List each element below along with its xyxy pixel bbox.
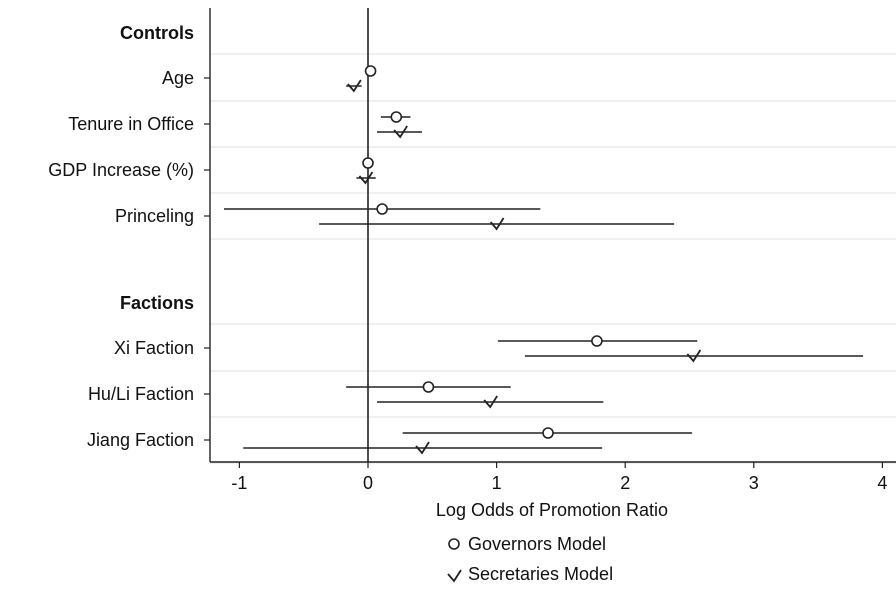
legend-circle-icon bbox=[448, 538, 460, 550]
point-estimate-circle bbox=[364, 65, 377, 77]
x-tick-label: 0 bbox=[363, 473, 373, 493]
point-estimate-check bbox=[415, 441, 430, 455]
x-axis-title: Log Odds of Promotion Ratio bbox=[436, 500, 668, 520]
point-estimate-circle bbox=[390, 111, 403, 123]
x-tick-label: 3 bbox=[749, 473, 759, 493]
x-tick-label: -1 bbox=[231, 473, 247, 493]
data-marks bbox=[223, 65, 864, 455]
row-label: Xi Faction bbox=[114, 338, 194, 358]
x-tick-label: 4 bbox=[877, 473, 887, 493]
point-estimate-check bbox=[393, 125, 408, 139]
group-label: Controls bbox=[120, 23, 194, 43]
point-estimate-check bbox=[358, 171, 374, 185]
x-tick-label: 2 bbox=[620, 473, 630, 493]
row-labels: Controls Age Tenure in Office GDP Increase … bbox=[48, 23, 194, 450]
legend-check-icon bbox=[447, 569, 462, 583]
row-label: Hu/Li Faction bbox=[88, 384, 194, 404]
row-label: Tenure in Office bbox=[68, 114, 194, 134]
point-estimate-circle bbox=[376, 203, 388, 215]
legend: Governors Model Secretaries Model bbox=[447, 534, 613, 584]
point-estimate-circle bbox=[542, 427, 554, 439]
row-label: Age bbox=[162, 68, 194, 88]
point-estimate-circle bbox=[422, 381, 435, 393]
legend-entry: Governors Model bbox=[468, 534, 606, 554]
point-estimate-circle bbox=[591, 335, 603, 347]
point-estimate-check bbox=[483, 395, 498, 409]
point-estimate-check bbox=[686, 349, 702, 363]
gridlines bbox=[210, 53, 896, 464]
legend-entry: Secretaries Model bbox=[468, 564, 613, 584]
row-label: Jiang Faction bbox=[87, 430, 194, 450]
x-tick-labels: -1 0 1 2 3 4 bbox=[231, 473, 887, 493]
point-estimate-check bbox=[347, 79, 362, 93]
point-estimate-circle bbox=[362, 157, 374, 169]
group-label: Factions bbox=[120, 293, 194, 313]
axes bbox=[204, 8, 896, 468]
row-label: GDP Increase (%) bbox=[48, 160, 194, 180]
row-label: Princeling bbox=[115, 206, 194, 226]
x-tick-label: 1 bbox=[492, 473, 502, 493]
point-estimate-check bbox=[489, 217, 505, 231]
